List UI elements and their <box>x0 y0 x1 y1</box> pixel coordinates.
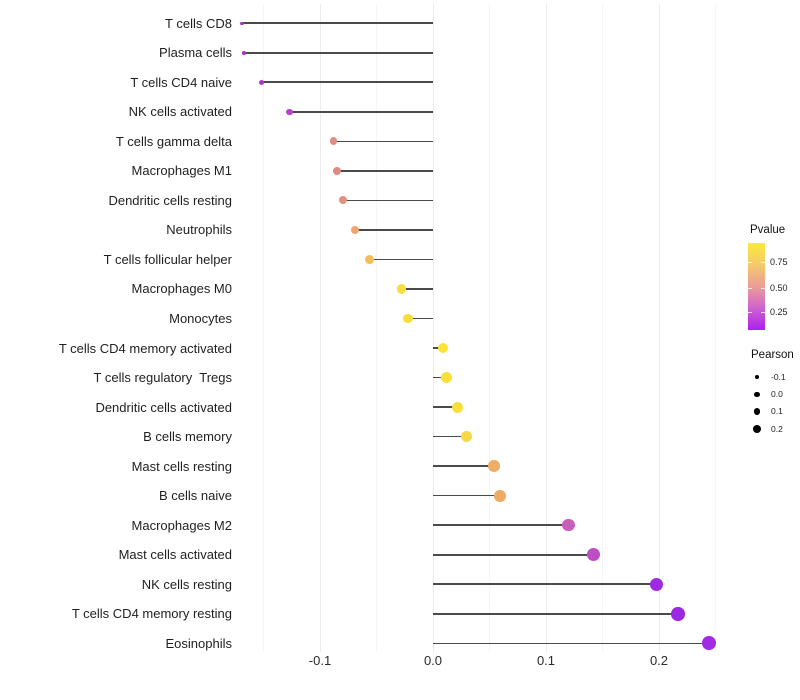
y-axis-label: Eosinophils <box>165 635 233 651</box>
gridline-minor <box>715 4 716 652</box>
y-axis-label: T cells regulatory Tregs <box>93 370 232 386</box>
pvalue-colorbar-tick <box>748 262 752 264</box>
lollipop-dot <box>350 225 360 235</box>
x-axis-tick-label: -0.1 <box>308 653 332 668</box>
lollipop-dot <box>242 50 247 55</box>
lollipop-dot <box>365 254 375 264</box>
lollipop-dot <box>240 21 244 25</box>
lollipop-segment <box>433 406 458 408</box>
lollipop-segment <box>289 110 433 113</box>
lollipop-dot <box>403 313 414 324</box>
lollipop-segment <box>433 435 467 438</box>
lollipop-dot <box>333 166 341 175</box>
y-axis-label: T cells CD4 memory activated <box>58 340 232 356</box>
lollipop-dot <box>562 518 575 532</box>
lollipop-dot <box>488 460 500 472</box>
gridline-major <box>319 4 321 652</box>
x-axis-tick-label: 0.1 <box>536 653 556 668</box>
lollipop-dot <box>441 372 452 383</box>
pvalue-colorbar-tick <box>761 262 765 264</box>
gridline-minor <box>376 4 377 652</box>
lollipop-dot <box>587 548 600 562</box>
gridline-minor <box>263 4 264 652</box>
lollipop-dot <box>258 79 264 85</box>
y-axis-label: T cells gamma delta <box>115 133 232 149</box>
y-axis-label: Macrophages M0 <box>131 281 232 297</box>
y-axis-label: Dendritic cells activated <box>95 399 232 415</box>
lollipop-segment <box>433 376 447 379</box>
lollipop-dot <box>452 401 464 413</box>
y-axis-label: T cells CD8 <box>165 15 232 31</box>
y-axis-label: NK cells activated <box>128 104 232 120</box>
pvalue-colorbar-tick-label: 0.25 <box>770 306 788 317</box>
pvalue-legend-title: Pvalue <box>750 224 786 236</box>
y-axis-label: Dendritic cells resting <box>108 192 232 208</box>
x-axis-tick-label: 0.0 <box>423 653 443 668</box>
pvalue-colorbar-tick-label: 0.75 <box>770 257 788 268</box>
lollipop-segment <box>433 613 679 615</box>
lollipop-dot <box>286 108 293 115</box>
lollipop-segment <box>433 465 495 467</box>
lollipop-segment <box>342 199 433 202</box>
y-axis-label: T cells CD4 memory resting <box>71 606 232 622</box>
lollipop-dot <box>701 636 716 651</box>
lollipop-segment <box>433 524 569 526</box>
gridline-major <box>545 4 547 652</box>
y-axis-label: T cells follicular helper <box>103 251 232 267</box>
lollipop-segment <box>355 229 433 231</box>
y-axis-label: Mast cells resting <box>131 458 232 474</box>
y-axis-label: Monocytes <box>169 311 232 326</box>
lollipop-dot <box>650 577 664 591</box>
lollipop-segment <box>336 170 433 172</box>
lollipop-dot <box>396 284 407 294</box>
y-axis-label: Macrophages M1 <box>131 163 232 179</box>
lollipop-segment <box>244 51 433 54</box>
lollipop-dot <box>461 431 473 443</box>
lollipop-dot <box>329 137 338 146</box>
lollipop-dot <box>671 607 685 621</box>
pearson-legend-dot <box>754 391 760 397</box>
lollipop-dot <box>493 489 506 502</box>
lollipop-segment <box>433 494 500 497</box>
pearson-legend-dot <box>754 374 760 380</box>
pearson-legend-dot <box>753 424 761 433</box>
pearson-legend-label: 0.0 <box>771 389 783 400</box>
pvalue-colorbar-tick <box>748 311 752 313</box>
lollipop-dot <box>338 196 347 205</box>
lollipop-segment <box>408 317 433 320</box>
lollipop-segment <box>433 583 657 586</box>
pvalue-colorbar-tick <box>761 311 765 313</box>
x-axis-tick-label: 0.2 <box>649 653 669 668</box>
lollipop-segment <box>433 553 594 556</box>
y-axis-label: NK cells resting <box>141 576 232 592</box>
pearson-legend-label: 0.1 <box>771 406 783 417</box>
gridline-minor <box>602 4 603 652</box>
lollipop-segment <box>261 81 433 84</box>
y-axis-label: Plasma cells <box>159 45 232 61</box>
lollipop-segment <box>333 140 433 143</box>
gridline-major <box>432 4 434 652</box>
lollipop-dot <box>437 342 449 354</box>
y-axis-label: Macrophages M2 <box>131 517 232 533</box>
y-axis-label: B cells naive <box>159 488 232 504</box>
y-axis-label: Neutrophils <box>166 222 232 238</box>
pearson-legend-dot <box>753 408 761 415</box>
pearson-legend-label: -0.1 <box>771 372 786 382</box>
y-axis-label: Mast cells activated <box>118 547 232 563</box>
pearson-legend-title: Pearson <box>751 349 794 361</box>
pearson-legend-label: 0.2 <box>771 423 783 434</box>
pvalue-colorbar-tick <box>761 287 765 289</box>
gridline-major <box>658 4 660 652</box>
gridline-minor <box>489 4 490 652</box>
pvalue-colorbar-tick-label: 0.50 <box>770 282 788 293</box>
y-axis-label: B cells memory <box>143 429 232 445</box>
y-axis-label: T cells CD4 naive <box>130 74 232 90</box>
pvalue-colorbar-tick <box>748 287 752 289</box>
pvalue-colorbar <box>748 243 765 330</box>
lollipop-segment <box>433 642 709 645</box>
lollipop-segment <box>401 288 433 290</box>
lollipop-segment <box>369 258 433 261</box>
lollipop-segment <box>242 22 433 24</box>
